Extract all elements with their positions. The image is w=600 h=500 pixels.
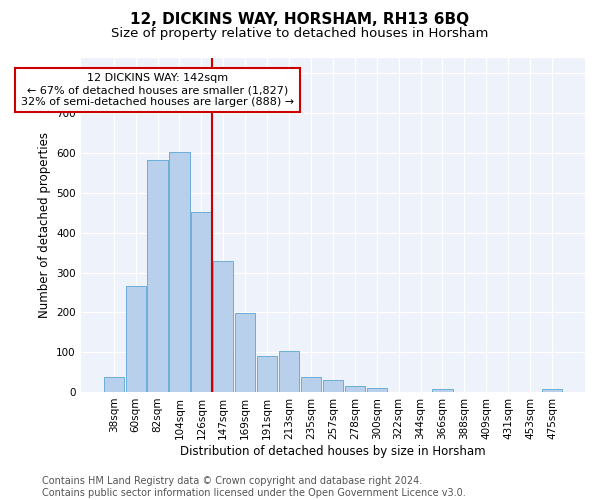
Text: Contains HM Land Registry data © Crown copyright and database right 2024.
Contai: Contains HM Land Registry data © Crown c… [42, 476, 466, 498]
Bar [104, 377, 124, 392]
Bar [169, 152, 190, 392]
Text: Size of property relative to detached houses in Horsham: Size of property relative to detached ho… [112, 28, 488, 40]
Bar [433, 389, 452, 392]
Bar [323, 380, 343, 392]
Bar [279, 352, 299, 392]
Bar [542, 389, 562, 392]
Text: 12 DICKINS WAY: 142sqm
← 67% of detached houses are smaller (1,827)
32% of semi-: 12 DICKINS WAY: 142sqm ← 67% of detached… [21, 74, 294, 106]
Bar [257, 356, 277, 392]
X-axis label: Distribution of detached houses by size in Horsham: Distribution of detached houses by size … [180, 444, 485, 458]
Bar [148, 160, 167, 392]
Bar [344, 386, 365, 392]
Bar [301, 377, 321, 392]
Bar [191, 212, 211, 392]
Bar [213, 262, 233, 392]
Text: 12, DICKINS WAY, HORSHAM, RH13 6BQ: 12, DICKINS WAY, HORSHAM, RH13 6BQ [130, 12, 470, 28]
Bar [125, 286, 146, 392]
Y-axis label: Number of detached properties: Number of detached properties [38, 132, 50, 318]
Bar [235, 313, 255, 392]
Bar [367, 388, 387, 392]
